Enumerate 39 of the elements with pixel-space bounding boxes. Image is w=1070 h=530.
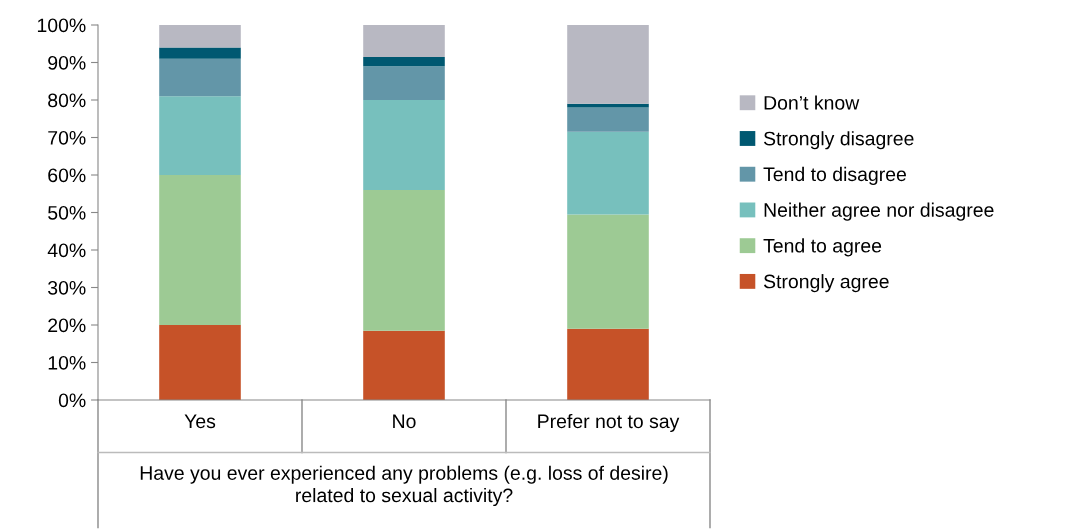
y-tick-label: 100% [37, 18, 86, 33]
y-tick-label: 0% [58, 393, 86, 408]
legend-label: Strongly agree [763, 274, 889, 293]
bar [567, 131, 649, 215]
bar [159, 96, 241, 175]
bar [159, 47, 241, 59]
legend-label: Strongly disagree [763, 131, 914, 150]
bar [159, 25, 241, 48]
bar [363, 66, 445, 100]
y-tick-label: 60% [48, 168, 86, 183]
y-tick-label: 50% [48, 205, 86, 220]
bar [363, 190, 445, 331]
bar [363, 25, 445, 57]
legend-label: Tend to disagree [763, 166, 906, 185]
bar [363, 100, 445, 190]
bar [159, 325, 241, 400]
bar [567, 107, 649, 132]
y-tick-label: 90% [48, 55, 86, 70]
y-tick-label: 20% [48, 318, 86, 333]
x-tick-label: Prefer not to say [538, 413, 680, 433]
bar [363, 56, 445, 67]
y-tick-label: 70% [48, 130, 86, 145]
bar [363, 330, 445, 400]
bar [567, 214, 649, 329]
legend-label: Tend to agree [763, 238, 882, 257]
legend-label: Neither agree nor disagree [764, 202, 994, 221]
x-tick-label: No [393, 414, 416, 429]
x-tick-label: Yes [184, 414, 216, 429]
bar [567, 328, 649, 400]
y-tick-label: 40% [47, 243, 86, 258]
legend-label: Don’t know [764, 95, 860, 110]
y-tick-label: 10% [48, 355, 86, 370]
bar [159, 58, 241, 97]
bar [567, 25, 649, 104]
y-tick-label: 30% [48, 280, 86, 295]
x-axis-title: Have you ever experienced any problems (e.g. loss of desire) related to sexual activity? [140, 465, 668, 507]
bar [567, 103, 649, 108]
y-tick-label: 80% [48, 93, 86, 108]
bar [159, 175, 241, 325]
